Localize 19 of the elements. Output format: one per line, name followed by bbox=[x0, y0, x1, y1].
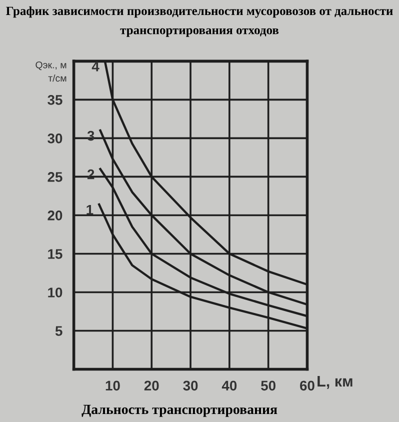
x-tick-label: 60 bbox=[300, 380, 314, 391]
chart-title: График зависимости производительности мусоровозов от дальности транспортирования отходов bbox=[6, 6, 393, 37]
x-tick-label: 20 bbox=[144, 380, 159, 391]
y-tick-label: 10 bbox=[48, 288, 62, 298]
y-tick-label: 5 bbox=[55, 326, 62, 336]
y-tick-label: 25 bbox=[48, 172, 62, 182]
x-tick-label: 10 bbox=[106, 380, 120, 391]
y-axis-title: Qэк., м т/см bbox=[36, 61, 66, 82]
x-axis-title: L, км bbox=[318, 376, 352, 389]
y-tick-label: 15 bbox=[48, 249, 62, 259]
text: Дальность транспортирования bbox=[82, 404, 278, 417]
y-tick-label: 30 bbox=[48, 134, 62, 144]
x-tick-label: 50 bbox=[261, 380, 276, 391]
series-label: 4 bbox=[92, 62, 100, 72]
x-tick-label: 30 bbox=[183, 380, 198, 391]
y-tick-label: 35 bbox=[48, 95, 62, 105]
series-label: 1 bbox=[86, 204, 94, 215]
x-tick-label: 40 bbox=[222, 380, 237, 391]
y-tick-label: 20 bbox=[48, 210, 62, 220]
